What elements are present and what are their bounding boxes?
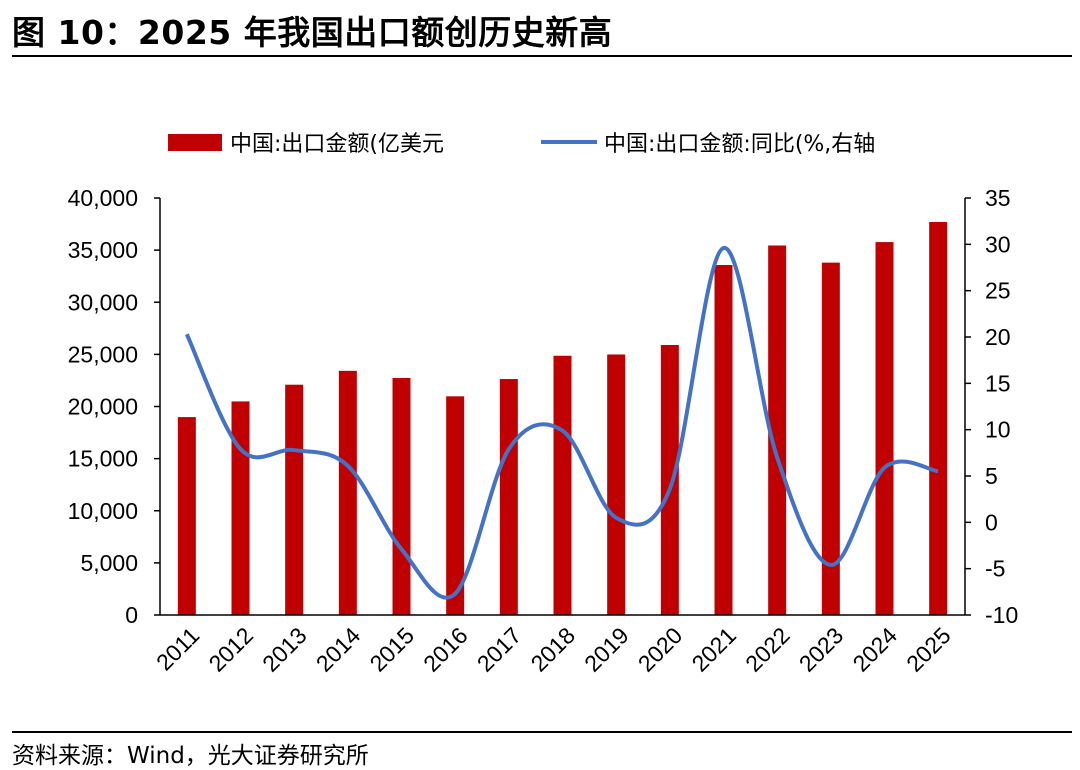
- left-tick-label: 20,000: [68, 394, 138, 420]
- x-tick-label-2025: 2025: [901, 622, 956, 677]
- x-tick-label-2024: 2024: [847, 622, 902, 677]
- x-tick-label-2019: 2019: [579, 622, 634, 677]
- left-tick-label: 15,000: [68, 446, 138, 472]
- x-tick-label-2017: 2017: [472, 622, 527, 677]
- bar-2021: [715, 265, 733, 615]
- x-tick-label-2022: 2022: [740, 622, 795, 677]
- x-tick-label-2023: 2023: [794, 622, 849, 677]
- right-tick-label: -10: [985, 602, 1018, 628]
- bar-2013: [285, 385, 303, 615]
- left-tick-label: 30,000: [68, 289, 138, 315]
- right-tick-label: 30: [985, 231, 1011, 257]
- x-tick-label-2018: 2018: [525, 622, 580, 677]
- bar-2015: [393, 378, 411, 615]
- left-tick-label: 5,000: [80, 550, 138, 576]
- bar-2018: [554, 356, 572, 615]
- left-tick-label: 0: [125, 602, 138, 628]
- bar-2011: [178, 417, 196, 615]
- right-tick-label: 35: [985, 185, 1011, 211]
- right-tick-label: -5: [985, 556, 1005, 582]
- source-note: 资料来源：Wind，光大证券研究所: [12, 736, 369, 770]
- right-tick-label: 25: [985, 278, 1011, 304]
- x-tick-label-2011: 2011: [151, 622, 204, 675]
- left-tick-label: 10,000: [68, 498, 138, 524]
- x-tick-label-2013: 2013: [257, 622, 312, 677]
- x-tick-label-2014: 2014: [311, 622, 366, 677]
- legend-line-label: 中国:出口金额:同比(%,右轴: [604, 132, 875, 157]
- bar-2014: [339, 371, 357, 615]
- x-tick-label-2012: 2012: [203, 622, 258, 677]
- bar-2017: [500, 379, 518, 615]
- x-tick-label-2016: 2016: [418, 622, 473, 677]
- chart-legend: 中国:出口金额(亿美元 中国:出口金额:同比(%,右轴: [168, 132, 875, 157]
- bar-2024: [876, 242, 894, 615]
- bar-2019: [607, 354, 625, 615]
- export-chart: 中国:出口金额(亿美元 中国:出口金额:同比(%,右轴 0 5,000 10,000…: [0, 0, 1080, 730]
- x-tick-label-2020: 2020: [633, 622, 688, 677]
- right-tick-label: 0: [985, 509, 998, 535]
- legend-bar-label: 中国:出口金额(亿美元: [230, 132, 444, 157]
- left-tick-label: 40,000: [68, 185, 138, 211]
- footer-divider: [12, 731, 1072, 733]
- right-tick-label: 5: [985, 463, 998, 489]
- left-tick-label: 35,000: [68, 237, 138, 263]
- right-tick-label: 10: [985, 417, 1011, 443]
- right-tick-label: 20: [985, 324, 1011, 350]
- right-tick-label: 15: [985, 370, 1011, 396]
- bar-2025: [929, 222, 947, 615]
- bar-2012: [232, 401, 250, 615]
- x-tick-label-2015: 2015: [364, 622, 419, 677]
- legend-bar-swatch: [168, 134, 222, 151]
- left-tick-label: 25,000: [68, 341, 138, 367]
- bar-2020: [661, 345, 679, 615]
- x-tick-label-2021: 2021: [686, 622, 741, 677]
